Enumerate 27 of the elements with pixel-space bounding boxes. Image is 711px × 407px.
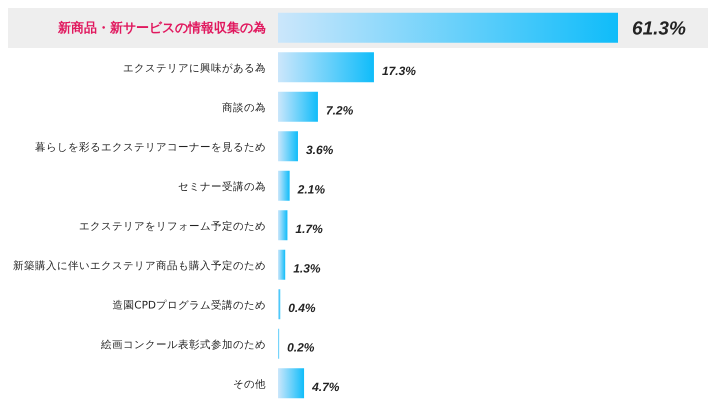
bar	[278, 131, 298, 162]
y-tick-label: 新商品・新サービスの情報収集の為	[57, 20, 266, 36]
y-tick-label: エクステリアをリフォーム予定のため	[79, 219, 266, 232]
data-label: 0.4%	[288, 301, 316, 316]
y-tick-label: エクステリアに興味がある為	[123, 61, 266, 74]
data-label: 1.3%	[293, 262, 321, 276]
bar	[278, 210, 288, 240]
y-tick-label: 絵画コンクール表彰式参加のため	[100, 338, 266, 351]
y-tick-label: 商談の為	[222, 100, 266, 114]
y-tick-label: その他	[233, 378, 266, 390]
data-label: 2.1%	[296, 182, 326, 197]
data-label: 0.2%	[287, 340, 315, 355]
bar	[278, 170, 290, 201]
y-tick-label: セミナー受講の為	[178, 180, 266, 193]
y-tick-label: 新築購入に伴いエクステリア商品も購入予定のため	[13, 258, 266, 272]
y-tick-label: 暮らしを彩るエクステリアコーナーを見るため	[35, 140, 266, 154]
bar	[278, 52, 374, 82]
data-label: 17.3%	[382, 64, 416, 78]
bar	[278, 250, 286, 280]
bar	[278, 92, 318, 122]
data-label: 4.7%	[311, 380, 340, 394]
bar	[278, 368, 304, 398]
data-label: 1.7%	[295, 222, 324, 236]
data-label: 3.6%	[306, 143, 334, 158]
y-tick-label: 造園CPDプログラム受講のため	[112, 298, 266, 312]
data-label: 61.3%	[632, 18, 686, 40]
data-label: 7.2%	[326, 104, 354, 118]
